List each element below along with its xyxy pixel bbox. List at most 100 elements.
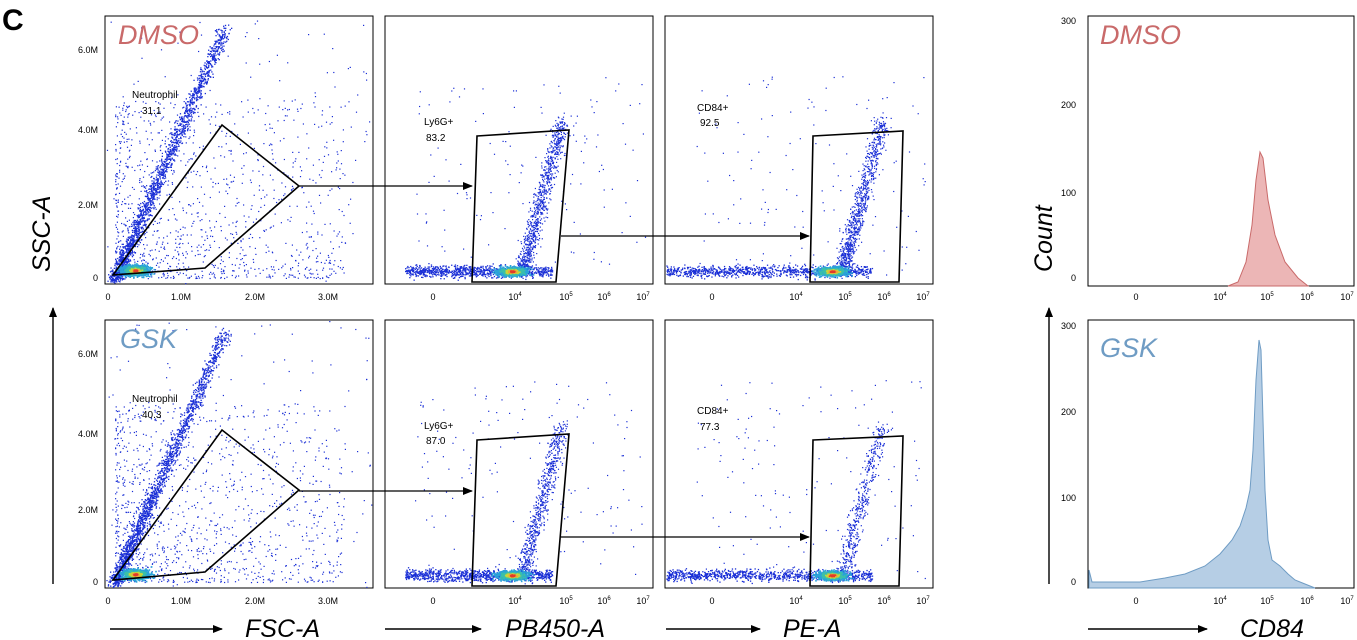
event-dot xyxy=(343,141,344,142)
event-dot xyxy=(292,275,293,276)
event-dot xyxy=(254,148,255,149)
event-dot xyxy=(221,44,222,45)
event-dot xyxy=(260,273,261,274)
event-dot xyxy=(134,240,135,241)
event-dot xyxy=(108,274,109,275)
event-dot xyxy=(324,146,325,147)
event-dot xyxy=(147,267,149,269)
event-dot xyxy=(285,108,286,109)
event-dot xyxy=(179,142,180,143)
event-dot xyxy=(191,120,192,121)
event-dot xyxy=(272,153,273,154)
event-dot xyxy=(204,194,205,195)
event-dot xyxy=(182,128,183,129)
event-dot xyxy=(114,268,115,269)
event-dot xyxy=(208,50,209,51)
event-dot xyxy=(240,240,241,241)
event-dot xyxy=(147,138,148,139)
event-dot xyxy=(225,33,226,34)
event-dot xyxy=(172,208,173,209)
event-dot xyxy=(147,275,149,277)
event-dot xyxy=(136,270,138,272)
event-dot xyxy=(140,211,141,212)
event-dot xyxy=(139,182,140,183)
event-dot xyxy=(177,115,178,116)
event-dot xyxy=(143,275,145,277)
event-dot xyxy=(214,274,215,275)
event-dot xyxy=(181,117,182,118)
event-dot xyxy=(139,112,140,113)
event-dot xyxy=(190,113,191,114)
event-dot xyxy=(164,162,165,163)
event-dot xyxy=(166,163,167,164)
event-dot xyxy=(317,274,318,275)
event-dot xyxy=(193,203,194,204)
event-dot xyxy=(157,230,158,231)
event-dot xyxy=(118,241,119,242)
event-dot xyxy=(241,101,242,102)
event-dot xyxy=(143,177,144,178)
event-dot xyxy=(149,188,150,189)
event-dot xyxy=(221,273,222,274)
event-dot xyxy=(193,135,194,136)
event-dot xyxy=(123,278,124,279)
event-dot xyxy=(357,94,358,95)
event-dot xyxy=(324,263,325,264)
event-dot xyxy=(229,150,230,151)
event-dot xyxy=(186,275,187,276)
event-dot xyxy=(160,150,161,151)
event-dot xyxy=(165,143,166,144)
event-dot xyxy=(332,116,333,117)
event-dot xyxy=(184,101,185,102)
event-dot xyxy=(139,141,140,142)
event-dot xyxy=(316,278,317,279)
event-dot xyxy=(251,209,252,210)
event-dot xyxy=(117,118,118,119)
event-dot xyxy=(150,207,151,208)
event-dot xyxy=(134,214,135,215)
event-dot xyxy=(194,108,195,109)
event-dot xyxy=(141,58,142,59)
event-dot xyxy=(132,256,133,257)
event-dot xyxy=(174,135,175,136)
event-dot xyxy=(274,269,275,270)
event-dot xyxy=(302,259,303,260)
event-dot xyxy=(222,37,223,38)
event-dot xyxy=(323,268,324,269)
event-dot xyxy=(197,171,198,172)
event-dot xyxy=(157,181,158,182)
event-dot xyxy=(177,272,178,273)
event-dot xyxy=(133,239,134,240)
event-dot xyxy=(193,154,194,155)
event-dot xyxy=(145,204,146,205)
event-dot xyxy=(174,147,175,148)
event-dot xyxy=(289,274,290,275)
event-dot xyxy=(350,223,351,224)
event-dot xyxy=(199,90,200,91)
event-dot xyxy=(226,133,227,134)
event-dot xyxy=(308,147,309,148)
event-dot xyxy=(277,120,278,121)
event-dot xyxy=(235,226,236,227)
event-dot xyxy=(223,261,224,262)
event-dot xyxy=(291,275,292,276)
event-dot xyxy=(225,217,226,218)
event-dot xyxy=(129,113,130,114)
event-dot xyxy=(133,230,134,231)
event-dot xyxy=(240,144,241,145)
event-dot xyxy=(127,221,128,222)
event-dot xyxy=(146,224,147,225)
event-dot xyxy=(138,226,139,227)
event-dot xyxy=(216,41,217,42)
event-dot xyxy=(221,271,222,272)
event-dot xyxy=(194,152,195,153)
event-dot xyxy=(125,266,127,268)
event-dot xyxy=(230,175,231,176)
event-dot xyxy=(128,208,129,209)
event-dot xyxy=(230,233,231,234)
event-dot xyxy=(127,117,128,118)
event-dot xyxy=(155,185,156,186)
event-dot xyxy=(221,47,222,48)
event-dot xyxy=(186,111,187,112)
event-dot xyxy=(220,36,221,37)
